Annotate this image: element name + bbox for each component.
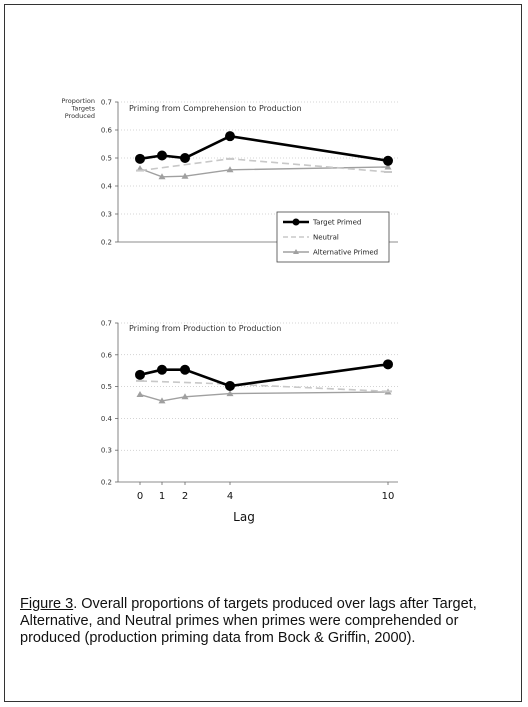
bottom-point-alternative-primed [226,390,234,397]
top-point-target-primed [225,131,235,142]
bottom-x-tick-label: 10 [382,491,395,502]
bottom-y-tick-label: 0.2 [101,479,112,487]
bottom-point-target-primed [225,380,235,391]
bottom-y-tick-label: 0.6 [101,351,113,359]
top-point-alternative-primed [158,173,166,180]
bottom-point-target-primed [157,364,167,375]
top-y-axis-label: Proportion [61,97,95,105]
bottom-y-tick-label: 0.4 [101,415,113,423]
bottom-x-axis-label: Lag [233,510,255,524]
legend-label-neutral: Neutral [313,234,339,242]
bottom-chart-title: Priming from Production to Production [129,324,281,333]
top-y-tick-label: 0.4 [101,183,113,191]
bottom-point-alternative-primed [181,393,189,400]
figure-frame [4,4,522,702]
top-series-line-neutral [139,157,389,173]
bottom-point-alternative-primed [136,391,144,398]
bottom-y-tick-label: 0.7 [101,320,112,328]
bottom-point-target-primed [135,369,145,380]
top-y-axis-label: Targets [71,105,96,113]
top-point-target-primed [180,153,190,163]
legend-marker-target-primed [292,218,300,226]
caption-text: . Overall proportions of targets produce… [20,596,477,646]
bottom-point-target-primed [180,364,190,375]
top-y-axis-label: Produced [65,112,95,120]
top-point-target-primed [157,150,167,161]
top-series-line-target-primed [139,134,389,163]
bottom-point-target-primed [383,359,393,370]
top-point-target-primed [383,155,393,166]
bottom-point-alternative-primed [158,397,166,404]
top-y-tick-label: 0.2 [101,239,112,247]
top-point-alternative-primed [226,166,234,173]
top-point-target-primed [135,153,145,164]
top-point-alternative-primed [384,163,392,170]
top-y-tick-label: 0.5 [101,155,112,163]
top-y-tick-label: 0.3 [101,211,112,219]
legend-label-alternative-primed: Alternative Primed [313,249,378,257]
bottom-x-tick-label: 0 [137,491,143,502]
top-y-tick-label: 0.7 [101,99,112,107]
bottom-x-tick-label: 1 [159,491,165,502]
figure-caption: Figure 3. Overall proportions of targets… [20,596,490,647]
caption-figure-label: Figure 3 [20,596,74,612]
top-chart-title: Priming from Comprehension to Production [129,104,302,113]
legend-marker-alternative-primed [293,249,299,254]
bottom-y-tick-label: 0.5 [101,383,112,391]
top-point-alternative-primed [181,172,189,179]
bottom-x-tick-label: 4 [227,491,233,502]
legend-label-target-primed: Target Primed [312,219,361,227]
top-y-tick-label: 0.6 [101,127,113,135]
bottom-x-tick-label: 2 [182,491,188,502]
bottom-series-line-alternative-primed [139,391,389,402]
bottom-y-tick-label: 0.3 [101,447,112,455]
